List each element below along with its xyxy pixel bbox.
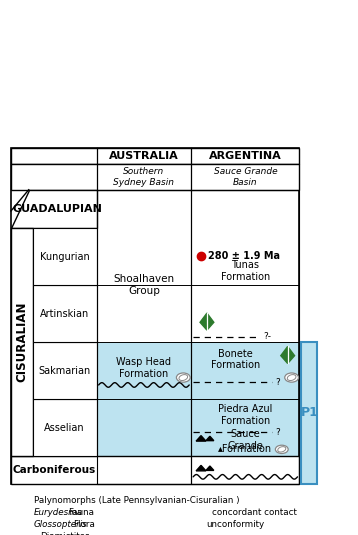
Text: concordant contact: concordant contact [212, 508, 297, 517]
Polygon shape [196, 435, 206, 441]
Text: Wasp Head
Formation: Wasp Head Formation [116, 357, 171, 379]
Ellipse shape [176, 373, 190, 382]
Text: Piedra Azul
Formation: Piedra Azul Formation [218, 404, 272, 426]
Text: ?: ? [275, 428, 280, 437]
Bar [11, 456, 300, 484]
Polygon shape [16, 533, 26, 535]
Text: Tunas
Formation: Tunas Formation [221, 260, 270, 282]
Bar [97, 342, 317, 484]
Text: GUADALUPIAN: GUADALUPIAN [13, 204, 103, 214]
Polygon shape [26, 533, 34, 535]
Text: AUSTRALIA: AUSTRALIA [109, 151, 179, 161]
Bar [97, 190, 191, 484]
Bar [33, 228, 97, 285]
Text: P1: P1 [300, 407, 318, 419]
Text: ▴Formation: ▴Formation [218, 444, 272, 454]
Polygon shape [11, 190, 97, 228]
Text: Sauce Grande
Basin: Sauce Grande Basin [213, 167, 277, 187]
Text: Southern
Sydney Basin: Southern Sydney Basin [113, 167, 174, 187]
Bar [301, 342, 317, 484]
Text: ?-: ?- [263, 332, 271, 341]
Text: CISURALIAN: CISURALIAN [15, 302, 28, 383]
Text: Sakmarian: Sakmarian [39, 366, 91, 376]
Polygon shape [206, 466, 214, 470]
Bar [11, 164, 300, 190]
Bar [191, 190, 300, 484]
Polygon shape [200, 313, 214, 330]
Text: Artinskian: Artinskian [40, 309, 89, 319]
Bar [33, 399, 97, 456]
Text: Sauce
Grande: Sauce Grande [227, 429, 263, 451]
Bar [11, 148, 300, 484]
Bar [11, 228, 33, 456]
Text: 280 ± 1.9 Ma: 280 ± 1.9 Ma [208, 251, 280, 261]
Text: Flora: Flora [73, 519, 95, 529]
Polygon shape [196, 465, 206, 471]
Polygon shape [17, 517, 28, 530]
Bar [11, 148, 300, 164]
Text: unconformity: unconformity [206, 519, 264, 529]
Bar [33, 342, 97, 399]
Text: ARGENTINA: ARGENTINA [209, 151, 282, 161]
Text: Kungurian: Kungurian [40, 252, 90, 262]
Polygon shape [281, 347, 295, 363]
Text: Glossopteris: Glossopteris [34, 519, 87, 529]
Text: ?: ? [275, 378, 280, 387]
Text: Bonete
Formation: Bonete Formation [211, 348, 260, 370]
Ellipse shape [275, 445, 288, 454]
Ellipse shape [16, 495, 30, 505]
Ellipse shape [285, 373, 299, 382]
Text: Asselian: Asselian [44, 423, 85, 433]
Text: Shoalhaven
Group: Shoalhaven Group [113, 274, 174, 296]
Text: Fauna: Fauna [68, 508, 94, 517]
Ellipse shape [16, 508, 29, 517]
Text: Eurydesma: Eurydesma [34, 508, 83, 517]
Text: Palynomorphs (Late Pennsylvanian-Cisuralian ): Palynomorphs (Late Pennsylvanian-Cisural… [34, 496, 239, 505]
Text: Carboniferous: Carboniferous [12, 465, 96, 475]
Bar [33, 285, 97, 342]
Text: Diamictites: Diamictites [40, 532, 90, 535]
Polygon shape [206, 436, 214, 441]
